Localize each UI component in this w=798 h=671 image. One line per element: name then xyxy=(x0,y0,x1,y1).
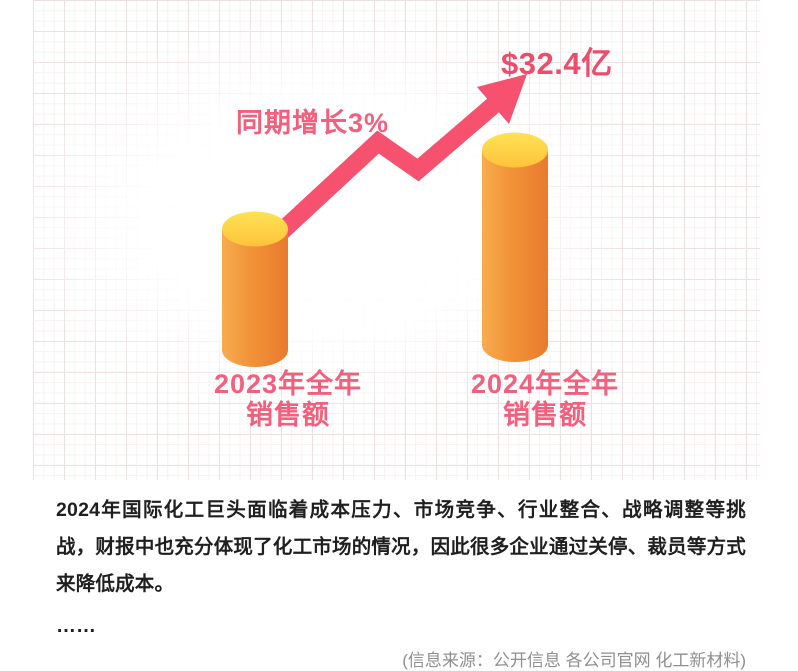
bar-label-2024-line2: 销售额 xyxy=(503,400,587,430)
arrowhead-icon xyxy=(477,74,527,124)
summary-text-block: 2024年国际化工巨头面临着成本压力、市场竞争、行业整合、战略调整等挑战，财报中… xyxy=(56,492,746,671)
ellipsis-text: …… xyxy=(56,615,96,637)
bar-label-2024-line1: 2024年全年 xyxy=(470,369,620,399)
source-attribution: (信息来源：公开信息 各公司官网 化工新材料) xyxy=(402,651,746,670)
chart-graphics xyxy=(222,74,548,367)
bar-2024-cylinder xyxy=(482,132,548,362)
infographic-page: 同期增长3% $32.4亿 2023年全年 销售额 2024年全年 销售额 20… xyxy=(33,0,760,670)
growth-arrow xyxy=(246,74,527,265)
growth-annotation: 同期增长3% xyxy=(236,108,390,138)
bar-label-2023: 2023年全年 销售额 xyxy=(178,369,398,431)
value-annotation-2024: $32.4亿 xyxy=(501,46,613,81)
bar-label-2023-line2: 销售额 xyxy=(246,400,330,430)
chart-canvas: 同期增长3% $32.4亿 2023年全年 销售额 2024年全年 销售额 xyxy=(33,0,760,480)
summary-paragraph: 2024年国际化工巨头面临着成本压力、市场竞争、行业整合、战略调整等挑战，财报中… xyxy=(56,499,746,595)
bar-label-2023-line1: 2023年全年 xyxy=(213,369,363,399)
bar-2023-cylinder xyxy=(222,211,288,367)
bar-label-2024: 2024年全年 销售额 xyxy=(435,369,655,431)
